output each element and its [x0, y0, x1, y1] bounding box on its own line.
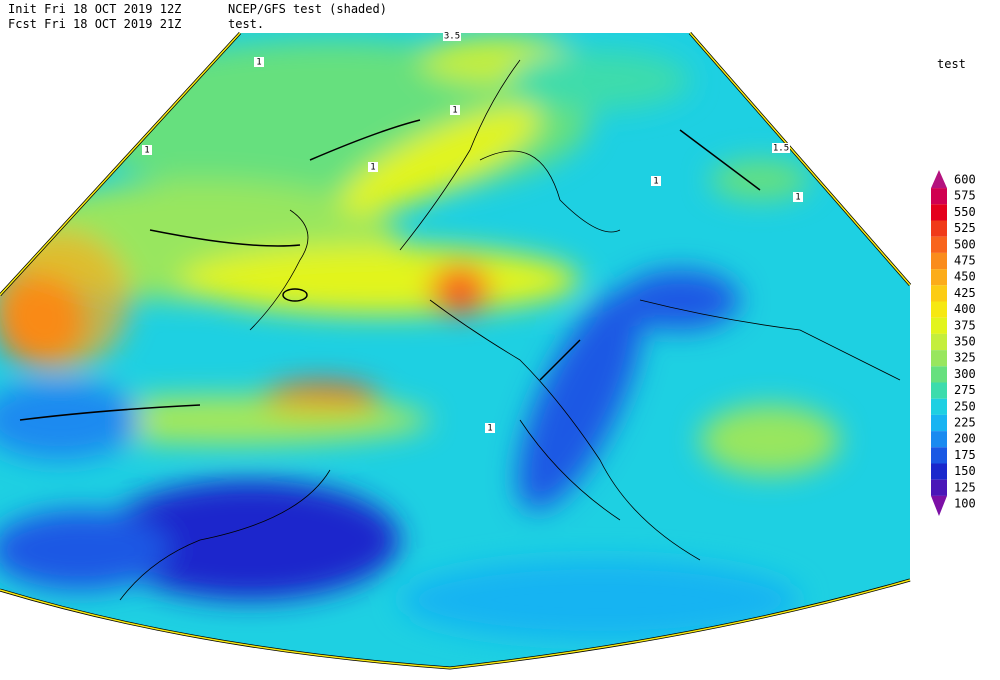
- legend-swatch: [931, 236, 947, 253]
- legend-level-label: 150: [954, 464, 976, 478]
- contour-label: 1: [795, 193, 800, 203]
- legend-swatch: [931, 366, 947, 383]
- contour-label: 1: [144, 146, 149, 156]
- legend-level-label: 175: [954, 448, 976, 462]
- legend-swatch: [931, 204, 947, 221]
- legend-swatch: [931, 495, 947, 516]
- legend-swatch: [931, 382, 947, 399]
- legend-level-label: 200: [954, 432, 976, 446]
- legend-level-label: 425: [954, 286, 976, 300]
- legend-swatch: [931, 447, 947, 464]
- legend-level-label: 575: [954, 189, 976, 203]
- legend-level-label: 400: [954, 302, 976, 316]
- field-blobs: [0, 35, 840, 640]
- legend-swatch: [931, 170, 947, 189]
- contour-label: 3.5: [444, 32, 460, 42]
- shaded-field: [0, 33, 910, 668]
- legend-level-label: 600: [954, 173, 976, 187]
- legend-level-label: 275: [954, 383, 976, 397]
- contour-label: 1: [256, 58, 261, 68]
- legend-swatch: [931, 431, 947, 448]
- legend-swatch: [931, 317, 947, 334]
- legend-level-label: 525: [954, 221, 976, 235]
- contour-label: 1: [487, 424, 492, 434]
- contour-label: 1: [370, 163, 375, 173]
- colorbar: 600 575 550 525 500 475 450 425 400 375 350 325 300 2…: [931, 170, 976, 516]
- legend-swatch: [931, 269, 947, 286]
- contour-labels: 3.5 1 1 1 1 1.5 1 1 1: [142, 31, 803, 434]
- legend-level-label: 450: [954, 270, 976, 284]
- legend-swatch: [931, 350, 947, 367]
- domain-border-highlight: [0, 32, 911, 669]
- legend-level-label: 475: [954, 254, 976, 268]
- contour-label: 1: [653, 177, 658, 187]
- legend-level-label: 300: [954, 367, 976, 381]
- contour-label: 1.5: [773, 144, 789, 154]
- legend-swatch: [931, 479, 947, 496]
- legend-level-label: 225: [954, 416, 976, 430]
- legend-swatch: [931, 285, 947, 302]
- forecast-time: Fcst Fri 18 OCT 2019 21Z: [8, 17, 181, 31]
- field-name: test.: [228, 17, 264, 31]
- legend-level-label: 250: [954, 399, 976, 413]
- legend-level-label: 375: [954, 318, 976, 332]
- legend-title: test: [937, 57, 966, 71]
- legend-swatch: [931, 333, 947, 351]
- contour-label: 1: [452, 106, 457, 116]
- legend-swatch: [931, 301, 947, 318]
- legend-swatch: [931, 220, 947, 237]
- legend-level-label: 350: [954, 335, 976, 349]
- legend-level-label: 550: [954, 205, 976, 219]
- legend-level-label: 125: [954, 480, 976, 494]
- legend-swatch: [931, 252, 947, 270]
- coastlines: [119, 59, 901, 601]
- legend-swatch: [931, 398, 947, 415]
- legend-swatch: [931, 414, 947, 432]
- legend-swatch: [931, 188, 947, 205]
- legend-level-label: 500: [954, 237, 976, 251]
- contours: [19, 119, 761, 421]
- legend-level-label: 325: [954, 351, 976, 365]
- legend-swatch: [931, 463, 947, 480]
- init-time: Init Fri 18 OCT 2019 12Z: [8, 2, 181, 16]
- product-title: NCEP/GFS test (shaded): [228, 2, 387, 16]
- legend-level-label: 100: [954, 497, 976, 511]
